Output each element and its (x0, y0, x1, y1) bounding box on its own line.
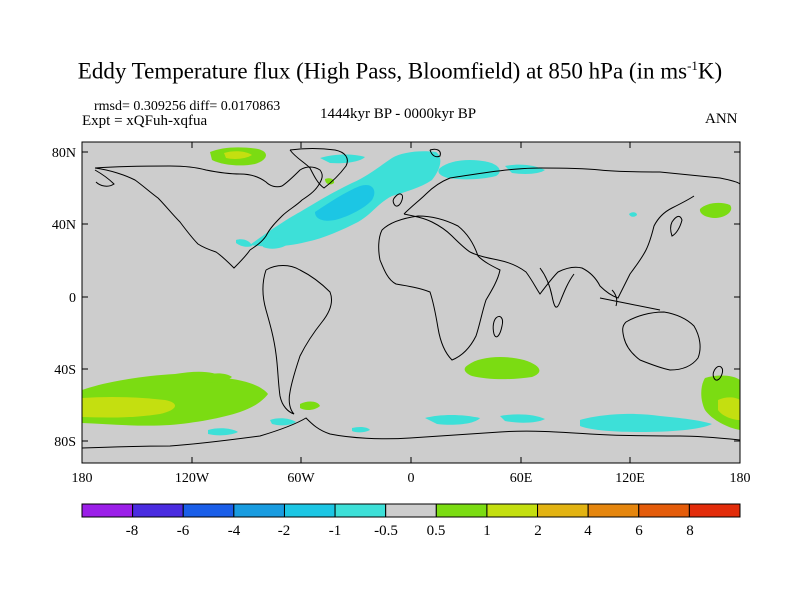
contour-region-greenland-core (224, 151, 252, 159)
lon-label: 0 (408, 471, 415, 486)
coastline-svalbard (429, 148, 441, 158)
colorbar-box (688, 503, 741, 518)
colorbar-label: 8 (686, 523, 694, 539)
coastline-uk (392, 193, 403, 207)
coastline-australia (622, 311, 701, 371)
lon-label: 60E (510, 471, 533, 486)
colorbar-label: 4 (584, 523, 592, 539)
colorbar-box (283, 503, 336, 518)
coastline-africa (378, 215, 501, 361)
lat-label: 80S (54, 435, 76, 450)
colorbar-box (587, 503, 640, 518)
lat-label: 40S (54, 363, 76, 378)
lon-label: 120W (175, 471, 210, 486)
coastline-eurasia (403, 167, 740, 299)
period-label: 1444kyr BP - 0000kyr BP (320, 106, 477, 122)
colorbar-label: 0.5 (427, 523, 446, 539)
coastline-greenland (289, 148, 348, 189)
coastline-japan (670, 215, 683, 237)
contour-region-southern-pacific-core (82, 396, 176, 418)
colorbar-box (182, 503, 235, 518)
contour-region-barents (438, 160, 500, 180)
colorbar-box (233, 503, 285, 518)
contour-region-australia-south (425, 415, 480, 425)
lat-label: 0 (69, 291, 76, 306)
colorbar-box (81, 503, 134, 518)
colorbar-box (486, 503, 539, 518)
colorbar-box (638, 503, 690, 518)
colorbar-box (435, 503, 488, 518)
season-label: ANN (705, 111, 738, 127)
contour-region-arctic-east (505, 164, 545, 174)
coastline-south-america (262, 265, 333, 415)
contour-region-north-atlantic-core (315, 184, 375, 221)
colorbar-label: -8 (126, 523, 139, 539)
contour-region-sw-atlantic (262, 237, 288, 249)
coastline-new-zealand (712, 365, 723, 381)
colorbar-label: 1 (483, 523, 491, 539)
lat-label: 40N (52, 218, 76, 233)
contour-region-caribbean (236, 239, 252, 247)
coastline-indonesia (599, 289, 661, 311)
lon-label: 60W (287, 471, 315, 486)
title-superscript: -1 (687, 58, 698, 73)
colorbar-label: 2 (534, 523, 542, 539)
contour-region-north-pacific (699, 202, 732, 218)
coastline-alaska (94, 169, 115, 187)
coastline-north-america (94, 165, 323, 269)
colorbar-label: -4 (228, 523, 241, 539)
stats-label: rmsd= 0.309256 diff= 0.0170863 (94, 99, 281, 114)
chart-title: Eddy Temperature flux (High Pass, Bloomf… (0, 58, 800, 85)
title-tail: K) (697, 58, 723, 84)
axis-ticks (81, 142, 741, 463)
lon-label: 120E (615, 471, 645, 486)
contour-region-amundsen (352, 426, 370, 433)
coastline-india (539, 267, 575, 308)
contour-fills (82, 147, 740, 436)
lat-label: 80N (52, 146, 76, 161)
contour-region-ross-sea-core (718, 397, 740, 420)
colorbar-label: -0.5 (374, 523, 398, 539)
colorbar (81, 503, 741, 518)
title-main: Eddy Temperature flux (High Pass, Bloomf… (77, 58, 688, 84)
contour-region-hudson (325, 178, 335, 185)
colorbar-box (385, 503, 437, 518)
colorbar-box (334, 503, 387, 518)
contour-region-arctic-canada (320, 154, 365, 164)
colorbar-box (537, 503, 589, 518)
colorbar-labels: -8 -6 -4 -2 -1 -0.5 0.5 1 2 4 6 8 (126, 523, 694, 539)
contour-region-south-indian (464, 357, 540, 380)
lon-label: 180 (72, 471, 93, 486)
coastline-madagascar (492, 315, 503, 338)
colorbar-label: -1 (329, 523, 342, 539)
contour-region-east-antarctic (580, 413, 712, 432)
contour-region-drake-south (270, 418, 296, 426)
colorbar-label: 6 (635, 523, 643, 539)
experiment-label: Expt = xQFuh-xqfua (82, 113, 208, 129)
contour-region-weddell (208, 428, 238, 436)
coastlines (82, 148, 740, 449)
contour-region-ne-asia (629, 212, 637, 217)
colorbar-label: -6 (177, 523, 190, 539)
contour-region-indian-ocean-south (500, 414, 545, 423)
coastline-antarctica (82, 417, 740, 449)
contour-region-drake (300, 401, 320, 411)
colorbar-label: -2 (278, 523, 291, 539)
colorbar-box (132, 503, 184, 518)
lon-label: 180 (730, 471, 751, 486)
contour-region-southern-pacific-north (200, 373, 232, 383)
